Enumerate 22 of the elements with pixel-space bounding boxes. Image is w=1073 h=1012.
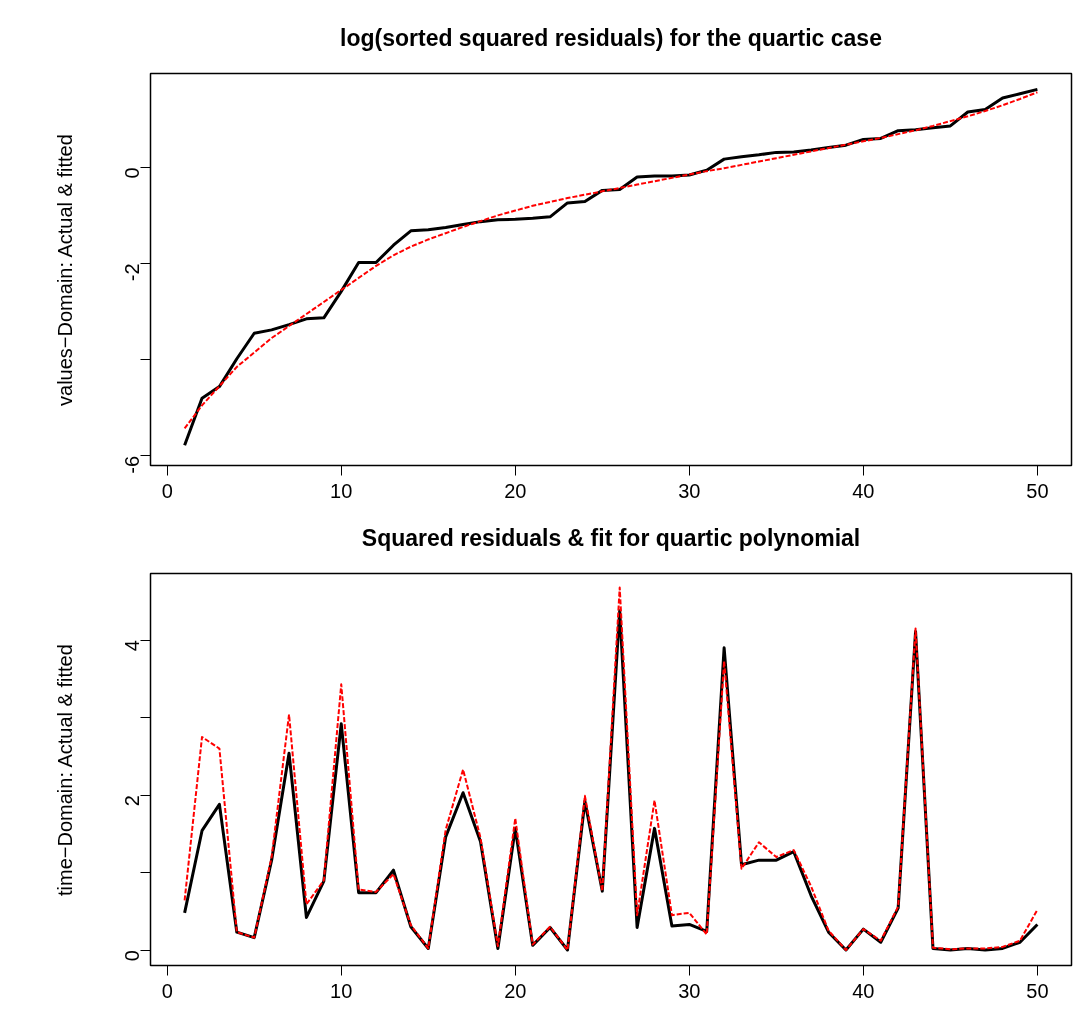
y-tick-label: 0: [121, 950, 144, 962]
x-tick-label: 20: [504, 979, 527, 1002]
y-axis-title: values−Domain: Actual & fitted: [53, 134, 76, 406]
x-tick-label: 0: [161, 479, 173, 502]
y-tick-label: 0: [121, 167, 144, 179]
x-tick-label: 50: [1026, 479, 1049, 502]
y-tick-label: 4: [121, 640, 144, 652]
x-tick-label: 30: [678, 479, 701, 502]
x-tick-label: 10: [330, 979, 353, 1002]
x-tick-label: 30: [678, 979, 701, 1002]
chart-title: log(sorted squared residuals) for the quartic case: [340, 25, 882, 51]
y-tick-label: -6: [121, 455, 144, 474]
x-tick-label: 20: [504, 479, 527, 502]
y-tick-label: -2: [121, 263, 144, 282]
x-tick-label: 0: [161, 979, 173, 1002]
y-tick-label: 2: [121, 795, 144, 807]
x-tick-label: 50: [1026, 979, 1049, 1002]
y-axis-title: time−Domain: Actual & fitted: [53, 644, 76, 896]
x-tick-label: 40: [852, 479, 875, 502]
x-tick-label: 40: [852, 979, 875, 1002]
x-tick-label: 10: [330, 479, 353, 502]
chart-title: Squared residuals & fit for quartic polynomial: [361, 525, 861, 551]
